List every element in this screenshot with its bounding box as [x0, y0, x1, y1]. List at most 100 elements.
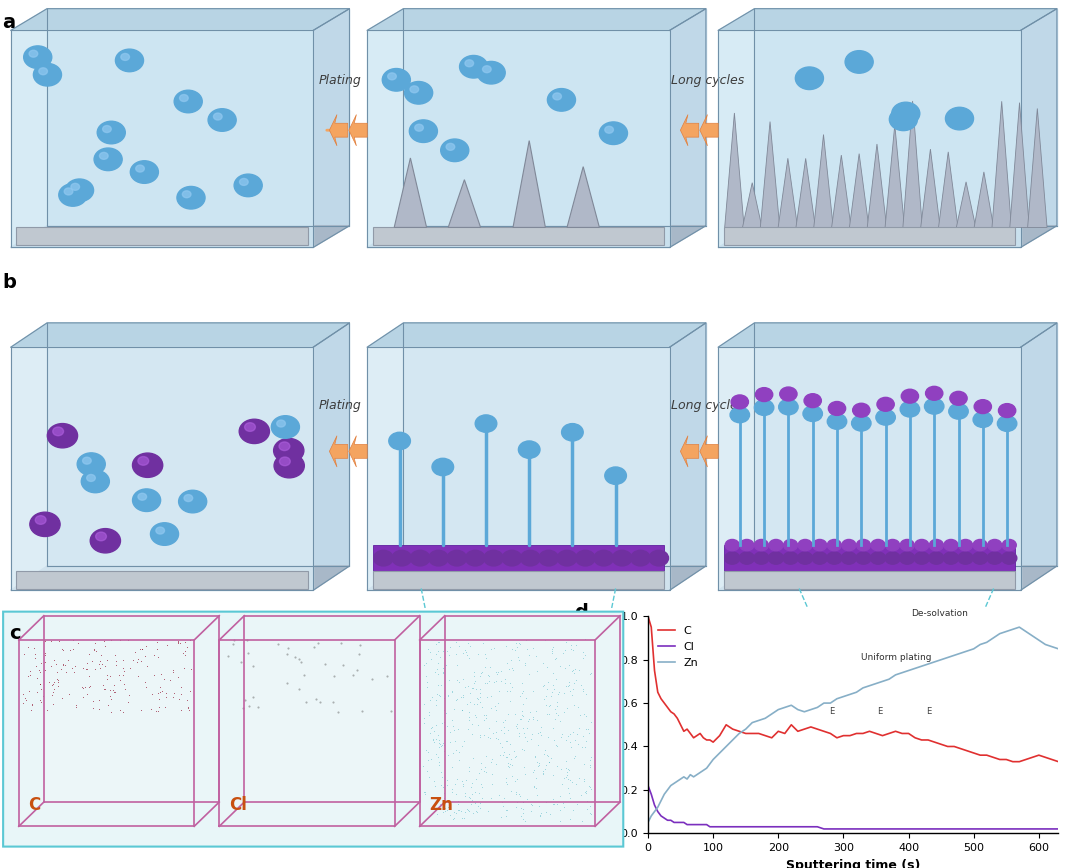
Zn — [642, 818, 654, 828]
Polygon shape — [11, 30, 313, 247]
Circle shape — [769, 552, 784, 564]
Polygon shape — [700, 436, 718, 467]
Text: Uniform plating: Uniform plating — [861, 653, 932, 661]
Text: Zn²⁺: Zn²⁺ — [187, 628, 211, 639]
Circle shape — [234, 174, 262, 197]
Polygon shape — [373, 545, 664, 571]
Circle shape — [24, 46, 52, 69]
Polygon shape — [373, 571, 664, 589]
Polygon shape — [724, 571, 1015, 589]
Circle shape — [602, 648, 619, 662]
Circle shape — [467, 648, 484, 662]
Circle shape — [177, 187, 205, 209]
Circle shape — [877, 398, 894, 411]
FancyBboxPatch shape — [0, 616, 324, 751]
X-axis label: Sputtering time (s): Sputtering time (s) — [786, 858, 920, 868]
Circle shape — [958, 552, 973, 564]
Line: C: C — [648, 616, 1058, 762]
Circle shape — [410, 550, 430, 566]
Circle shape — [29, 50, 38, 57]
Polygon shape — [11, 9, 350, 30]
Circle shape — [465, 60, 474, 67]
Circle shape — [271, 416, 299, 438]
Circle shape — [64, 188, 72, 195]
Circle shape — [731, 395, 748, 409]
Circle shape — [795, 67, 823, 89]
Circle shape — [562, 424, 583, 441]
Circle shape — [901, 389, 918, 403]
Circle shape — [39, 68, 48, 75]
Circle shape — [30, 512, 60, 536]
C — [843, 731, 856, 741]
Polygon shape — [420, 640, 595, 826]
Circle shape — [827, 552, 842, 564]
Circle shape — [900, 401, 919, 417]
Polygon shape — [718, 226, 1057, 247]
Text: Zn: Zn — [429, 796, 453, 814]
Circle shape — [740, 540, 754, 551]
Circle shape — [460, 56, 488, 78]
Circle shape — [15, 663, 39, 682]
Legend: C, Cl, Zn: C, Cl, Zn — [653, 621, 703, 672]
Circle shape — [465, 550, 485, 566]
Polygon shape — [718, 323, 1057, 347]
Circle shape — [754, 400, 773, 416]
Circle shape — [446, 143, 455, 150]
Circle shape — [494, 648, 511, 662]
Circle shape — [973, 411, 993, 427]
Circle shape — [413, 648, 430, 662]
Zn — [690, 769, 703, 779]
Circle shape — [81, 470, 109, 493]
Circle shape — [441, 139, 469, 161]
Circle shape — [410, 86, 419, 93]
Y-axis label: Normalized Intensity: Normalized Intensity — [602, 652, 615, 798]
Cl — [693, 819, 706, 830]
Text: E: E — [829, 707, 834, 716]
Circle shape — [96, 532, 107, 541]
Text: c: c — [10, 624, 21, 643]
Polygon shape — [718, 30, 1021, 247]
Polygon shape — [718, 9, 1057, 30]
Circle shape — [812, 552, 827, 564]
Polygon shape — [151, 706, 184, 718]
Circle shape — [813, 540, 827, 551]
Circle shape — [374, 550, 393, 566]
Circle shape — [27, 715, 40, 726]
Polygon shape — [760, 122, 780, 227]
Circle shape — [179, 95, 188, 102]
Polygon shape — [724, 227, 1015, 245]
Circle shape — [502, 550, 522, 566]
Polygon shape — [404, 323, 706, 566]
Circle shape — [15, 624, 39, 643]
Polygon shape — [957, 182, 976, 227]
Circle shape — [842, 540, 855, 551]
Text: H₂O molecule: H₂O molecule — [46, 667, 118, 678]
Circle shape — [103, 126, 111, 133]
Circle shape — [131, 161, 159, 183]
Circle shape — [973, 540, 987, 551]
Circle shape — [900, 552, 915, 564]
Circle shape — [754, 552, 769, 564]
Polygon shape — [219, 640, 394, 826]
Circle shape — [827, 540, 841, 551]
Polygon shape — [778, 158, 797, 227]
Circle shape — [575, 648, 592, 662]
Polygon shape — [724, 545, 1015, 571]
Circle shape — [876, 410, 895, 425]
Circle shape — [828, 402, 846, 416]
Polygon shape — [48, 9, 350, 226]
Polygon shape — [11, 566, 350, 590]
Circle shape — [949, 404, 969, 419]
Circle shape — [726, 540, 740, 551]
Polygon shape — [16, 571, 308, 589]
Polygon shape — [11, 323, 350, 347]
Circle shape — [214, 113, 222, 120]
Circle shape — [972, 552, 987, 564]
Text: Zn dendrites: Zn dendrites — [187, 667, 254, 678]
Circle shape — [138, 457, 149, 465]
Circle shape — [886, 540, 900, 551]
Polygon shape — [349, 115, 367, 146]
Circle shape — [388, 73, 396, 80]
Circle shape — [484, 550, 503, 566]
Circle shape — [14, 715, 27, 726]
